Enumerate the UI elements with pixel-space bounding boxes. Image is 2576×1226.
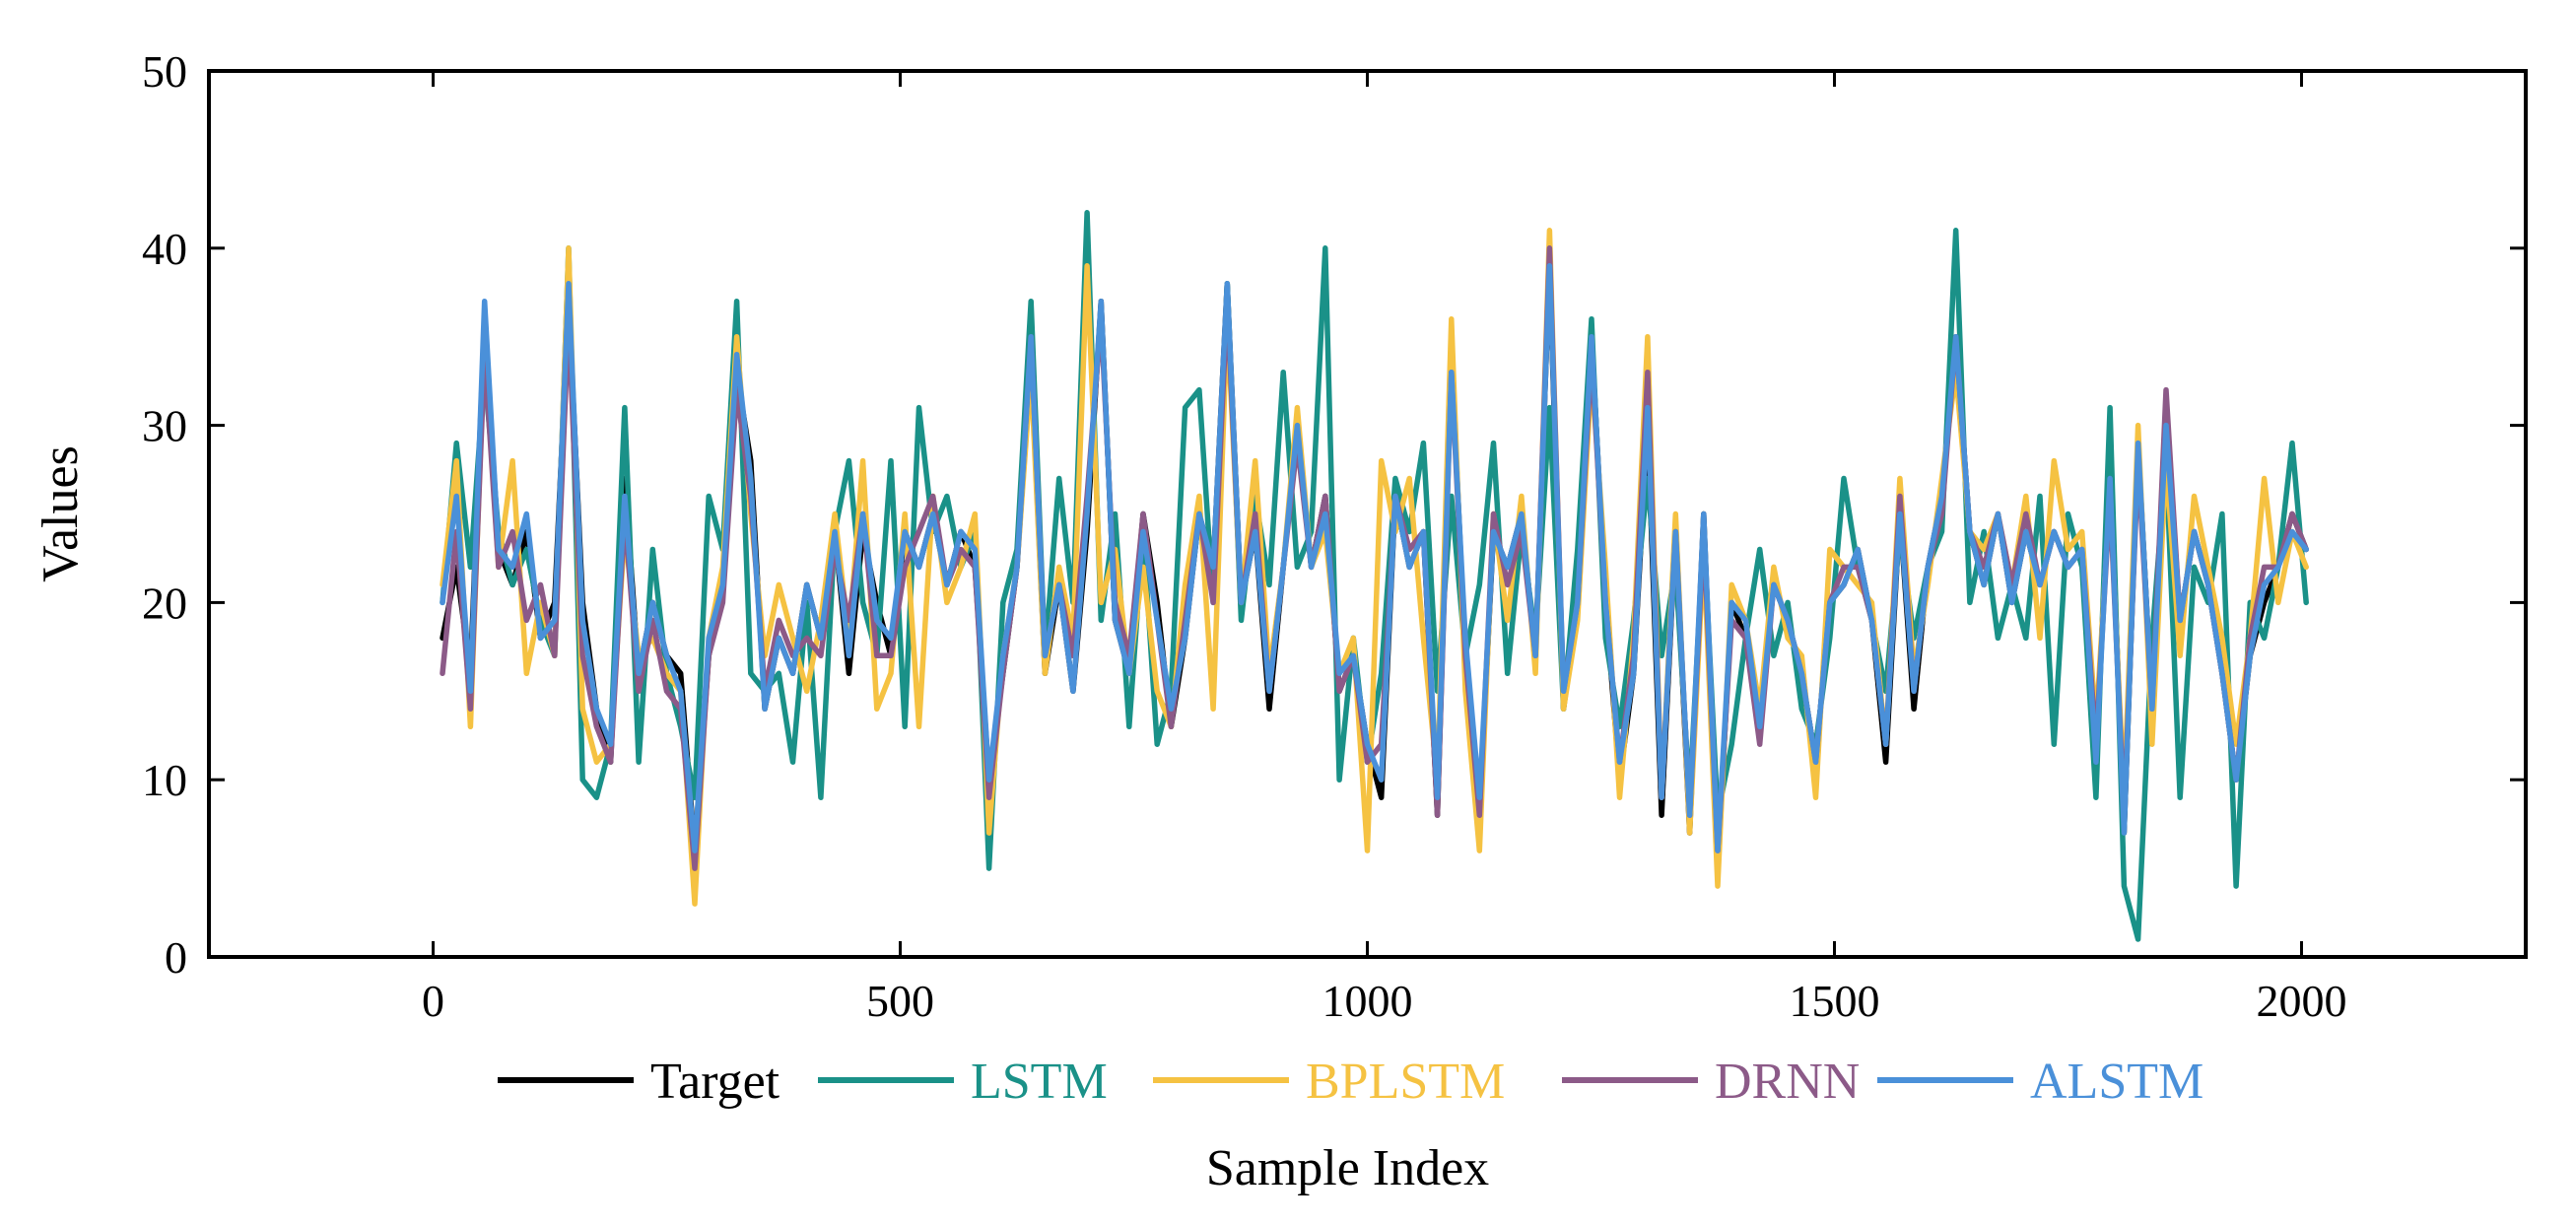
- legend-label-target: Target: [650, 1054, 780, 1110]
- legend: Target LSTM BPLSTM DRNN ALSTM: [498, 1054, 2203, 1110]
- x-tick-label: 2000: [2256, 976, 2346, 1026]
- y-axis-title: Values: [33, 445, 89, 582]
- ticks-layer: 0 500 1000 1500 2000 0 10 20 30 40 50: [142, 46, 2526, 1026]
- series-line-alstm: [440, 263, 2309, 853]
- legend-label-lstm: LSTM: [971, 1054, 1108, 1110]
- series-layer: [440, 210, 2309, 942]
- y-tick-label: 30: [142, 401, 187, 451]
- x-tick-label: 1500: [1789, 976, 1879, 1026]
- legend-label-bplstm: BPLSTM: [1306, 1054, 1505, 1110]
- x-tick-label: 1000: [1322, 976, 1413, 1026]
- legend-label-alstm: ALSTM: [2030, 1054, 2203, 1110]
- x-tick-label: 0: [422, 976, 444, 1026]
- y-tick-label: 50: [142, 46, 187, 97]
- x-axis-title: Sample Index: [1206, 1140, 1489, 1196]
- y-tick-label: 0: [165, 932, 187, 983]
- x-tick-label: 500: [866, 976, 934, 1026]
- y-tick-label: 20: [142, 578, 187, 628]
- y-tick-label: 40: [142, 224, 187, 274]
- y-tick-label: 10: [142, 755, 187, 805]
- legend-label-drnn: DRNN: [1715, 1054, 1860, 1110]
